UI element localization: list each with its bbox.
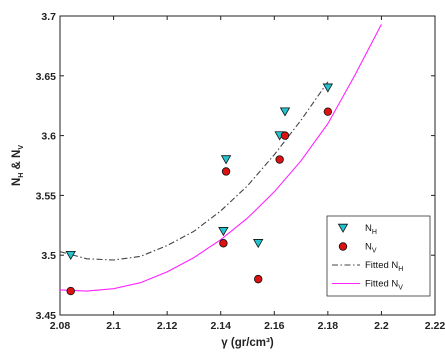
x-tick-label: 2.14: [210, 320, 231, 332]
data-point: [222, 168, 230, 176]
data-point: [324, 108, 332, 116]
x-axis-label: γ (gr/cm³): [221, 337, 274, 349]
x-tick-label: 2.18: [318, 320, 339, 332]
data-point: [276, 156, 284, 164]
y-tick-label: 3.65: [36, 71, 57, 83]
y-tick-label: 3.5: [41, 250, 56, 262]
data-point: [254, 275, 262, 283]
x-tick-label: 2.1: [106, 320, 121, 332]
x-tick-label: 2.22: [425, 320, 445, 332]
y-tick-label: 3.55: [36, 190, 57, 202]
y-tick-label: 3.45: [36, 310, 57, 322]
x-tick-label: 2.2: [374, 320, 389, 332]
legend-marker: [339, 243, 347, 251]
x-tick-label: 2.16: [264, 320, 285, 332]
x-tick-label: 2.12: [157, 320, 178, 332]
data-point: [281, 132, 289, 140]
y-tick-label: 3.7: [41, 11, 56, 23]
y-tick-label: 3.6: [41, 131, 56, 143]
y-axis-label: NH & NV: [11, 145, 25, 186]
data-point: [67, 287, 75, 295]
data-point: [220, 239, 228, 247]
